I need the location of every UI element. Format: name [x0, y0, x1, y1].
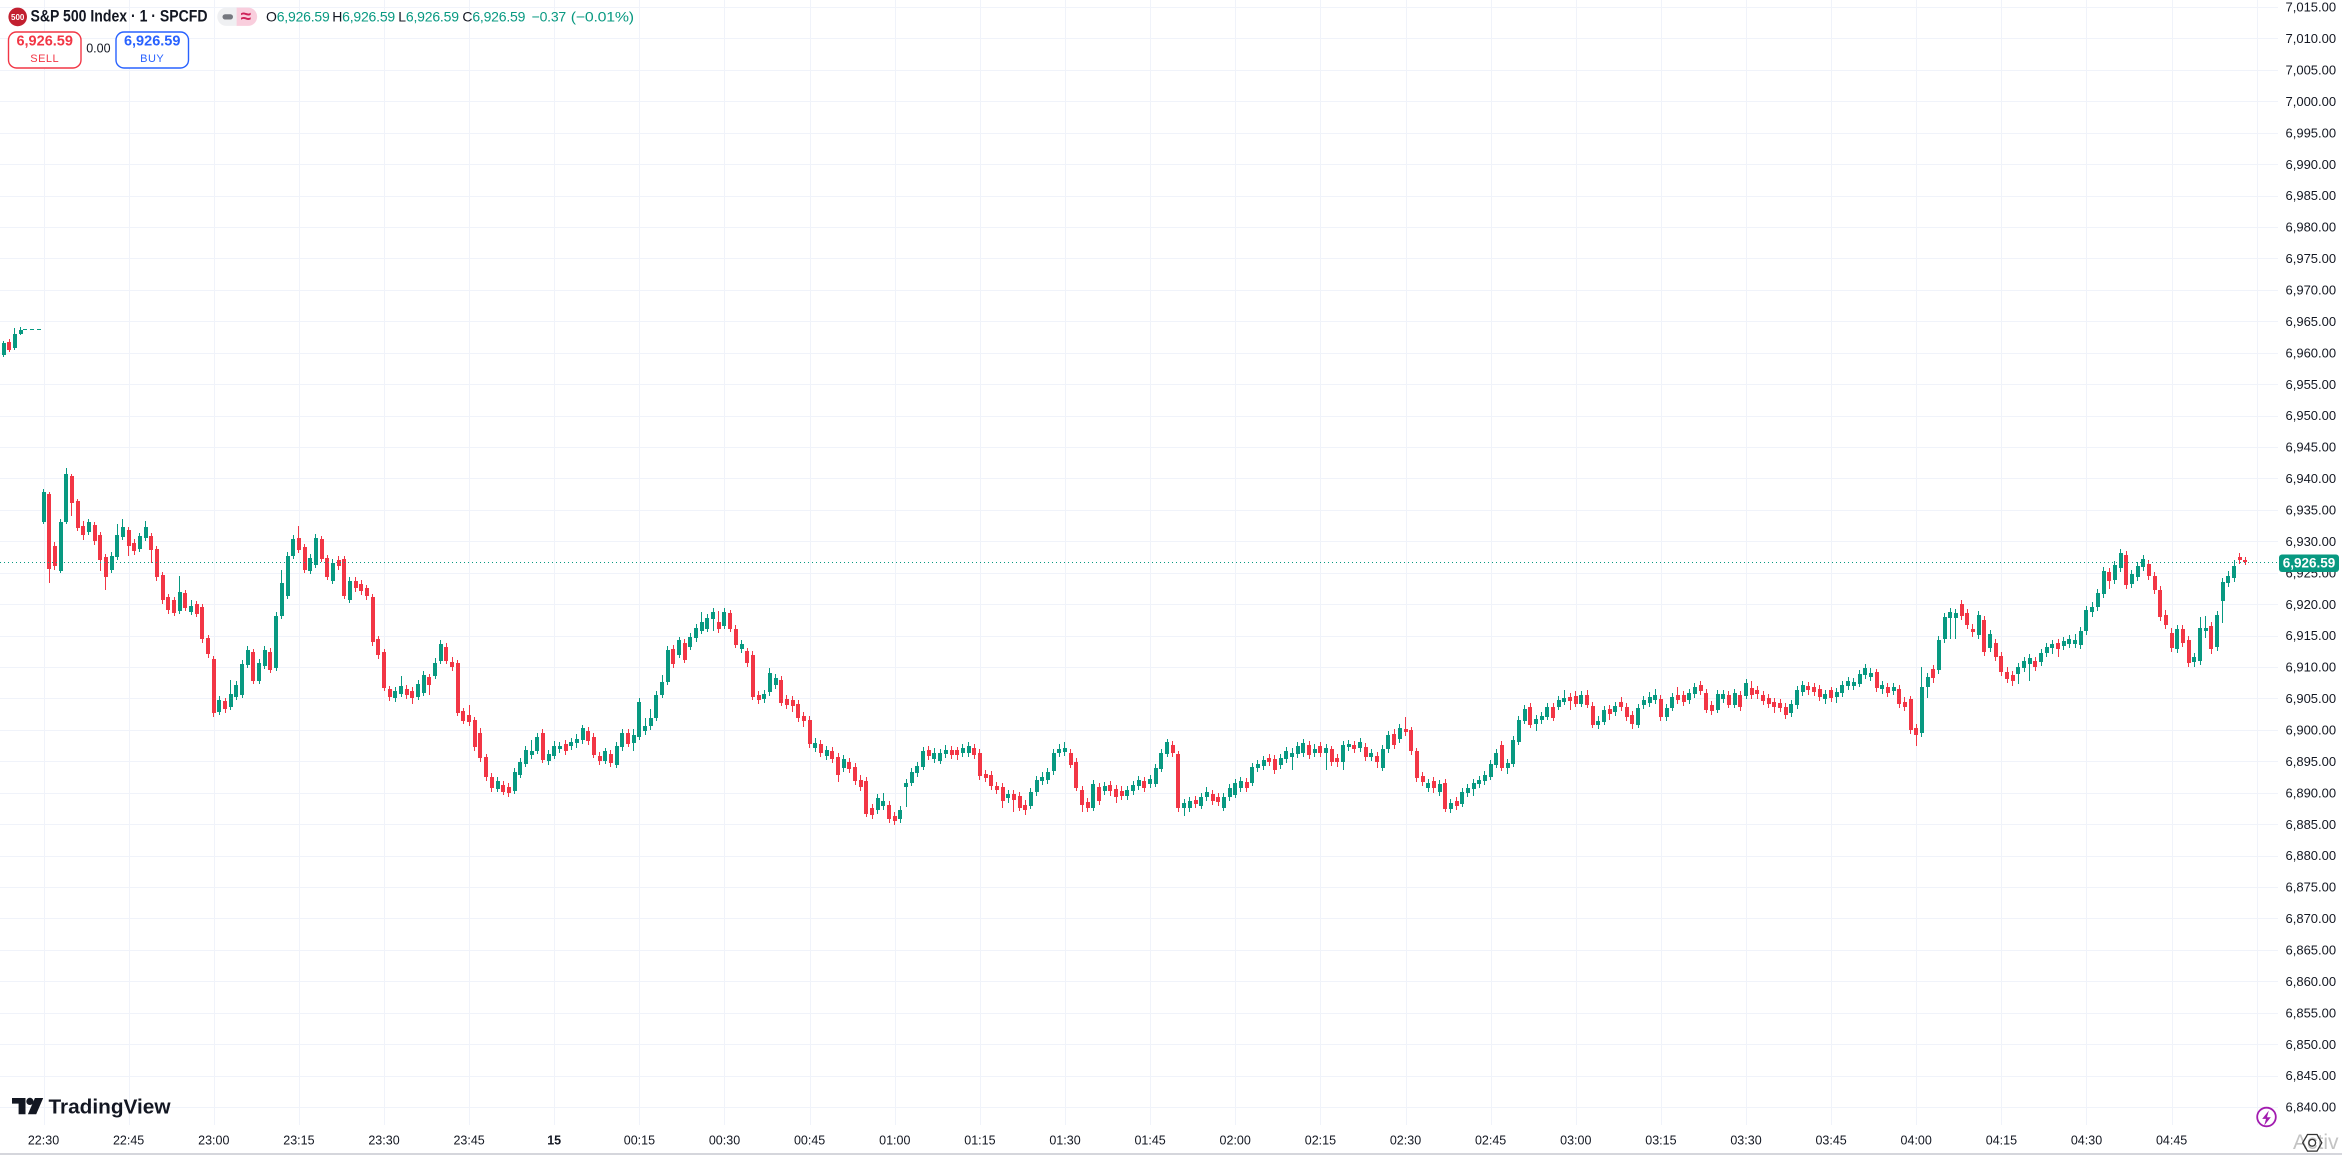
svg-text:6,860.00: 6,860.00 — [2286, 974, 2337, 989]
svg-text:6,845.00: 6,845.00 — [2286, 1068, 2337, 1083]
svg-text:6,926.59: 6,926.59 — [16, 34, 72, 50]
svg-text:BUY: BUY — [140, 53, 164, 65]
svg-text:02:15: 02:15 — [1305, 1134, 1336, 1148]
svg-text:6,955.00: 6,955.00 — [2286, 377, 2337, 392]
svg-text:6,960.00: 6,960.00 — [2286, 345, 2337, 360]
svg-text:7,010.00: 7,010.00 — [2286, 31, 2337, 46]
svg-text:6,970.00: 6,970.00 — [2286, 283, 2337, 298]
svg-text:04:30: 04:30 — [2071, 1134, 2102, 1148]
svg-text:6,975.00: 6,975.00 — [2286, 251, 2337, 266]
svg-text:6,926.59: 6,926.59 — [124, 34, 180, 50]
svg-text:6,950.00: 6,950.00 — [2286, 408, 2337, 423]
svg-text:03:00: 03:00 — [1560, 1134, 1591, 1148]
svg-text:01:45: 01:45 — [1134, 1134, 1165, 1148]
svg-text:00:45: 00:45 — [794, 1134, 825, 1148]
svg-text:6,840.00: 6,840.00 — [2286, 1100, 2337, 1115]
svg-text:6,940.00: 6,940.00 — [2286, 471, 2337, 486]
svg-text:04:15: 04:15 — [1986, 1134, 2017, 1148]
svg-text:6,850.00: 6,850.00 — [2286, 1037, 2337, 1052]
svg-text:7,015.00: 7,015.00 — [2286, 0, 2337, 15]
svg-text:6,965.00: 6,965.00 — [2286, 314, 2337, 329]
svg-text:6,915.00: 6,915.00 — [2286, 628, 2337, 643]
svg-text:TradingView: TradingView — [49, 1097, 171, 1119]
svg-text:6,875.00: 6,875.00 — [2286, 880, 2337, 895]
svg-text:6,980.00: 6,980.00 — [2286, 220, 2337, 235]
svg-text:6,905.00: 6,905.00 — [2286, 691, 2337, 706]
svg-text:04:45: 04:45 — [2156, 1134, 2187, 1148]
svg-text:500: 500 — [11, 13, 25, 22]
svg-text:01:30: 01:30 — [1049, 1134, 1080, 1148]
svg-text:6,930.00: 6,930.00 — [2286, 534, 2337, 549]
svg-text:22:30: 22:30 — [28, 1134, 59, 1148]
svg-text:04:00: 04:00 — [1901, 1134, 1932, 1148]
svg-text:23:00: 23:00 — [198, 1134, 229, 1148]
svg-text:03:30: 03:30 — [1730, 1134, 1761, 1148]
svg-text:6,880.00: 6,880.00 — [2286, 848, 2337, 863]
svg-text:02:30: 02:30 — [1390, 1134, 1421, 1148]
svg-text:00:30: 00:30 — [709, 1134, 740, 1148]
svg-text:23:45: 23:45 — [453, 1134, 484, 1148]
svg-text:0.00: 0.00 — [86, 42, 110, 56]
svg-text:6,900.00: 6,900.00 — [2286, 723, 2337, 738]
svg-text:6,885.00: 6,885.00 — [2286, 817, 2337, 832]
svg-text:02:00: 02:00 — [1220, 1134, 1251, 1148]
svg-text:02:45: 02:45 — [1475, 1134, 1506, 1148]
svg-text:6,895.00: 6,895.00 — [2286, 754, 2337, 769]
svg-text:15: 15 — [547, 1134, 561, 1148]
svg-text:6,985.00: 6,985.00 — [2286, 188, 2337, 203]
svg-text:23:30: 23:30 — [368, 1134, 399, 1148]
svg-text:6,870.00: 6,870.00 — [2286, 911, 2337, 926]
svg-text:S&P 500 Index · 1 · SPCFD: S&P 500 Index · 1 · SPCFD — [31, 8, 208, 26]
svg-text:6,935.00: 6,935.00 — [2286, 503, 2337, 518]
svg-text:00:15: 00:15 — [624, 1134, 655, 1148]
svg-text:≈: ≈ — [241, 7, 252, 28]
svg-text:6,855.00: 6,855.00 — [2286, 1005, 2337, 1020]
svg-text:6,990.00: 6,990.00 — [2286, 157, 2337, 172]
svg-text:7,000.00: 7,000.00 — [2286, 94, 2337, 109]
svg-text:23:15: 23:15 — [283, 1134, 314, 1148]
svg-text:6,865.00: 6,865.00 — [2286, 943, 2337, 958]
svg-text:03:15: 03:15 — [1645, 1134, 1676, 1148]
svg-text:6,920.00: 6,920.00 — [2286, 597, 2337, 612]
svg-text:03:45: 03:45 — [1815, 1134, 1846, 1148]
svg-text:6,995.00: 6,995.00 — [2286, 125, 2337, 140]
svg-text:7,005.00: 7,005.00 — [2286, 63, 2337, 78]
svg-text:6,910.00: 6,910.00 — [2286, 660, 2337, 675]
svg-text:6,890.00: 6,890.00 — [2286, 785, 2337, 800]
svg-text:01:00: 01:00 — [879, 1134, 910, 1148]
svg-text:6,926.59: 6,926.59 — [2283, 556, 2336, 571]
svg-text:01:15: 01:15 — [964, 1134, 995, 1148]
svg-text:22:45: 22:45 — [113, 1134, 144, 1148]
svg-text:6,945.00: 6,945.00 — [2286, 440, 2337, 455]
svg-text:SELL: SELL — [30, 53, 59, 65]
